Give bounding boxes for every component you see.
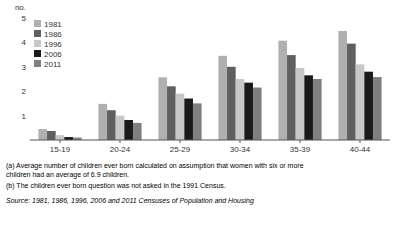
bar — [373, 77, 382, 140]
bar — [184, 99, 193, 140]
bar — [176, 94, 185, 140]
source: Source: 1981, 1986, 1996, 2006 and 2011 … — [6, 197, 254, 205]
bar — [193, 103, 202, 140]
bar — [227, 67, 236, 140]
x-tick-label: 40-44 — [350, 145, 371, 154]
y-tick-label: 5 — [22, 14, 27, 23]
legend-swatch — [34, 40, 41, 47]
bar — [56, 135, 65, 140]
bar — [364, 72, 373, 140]
legend-label: 1986 — [44, 30, 62, 39]
bar — [356, 64, 365, 140]
bar — [124, 120, 133, 140]
bar — [313, 79, 322, 140]
x-tick — [120, 140, 121, 143]
x-tick — [180, 140, 181, 143]
bar — [98, 104, 107, 140]
legend-label: 2011 — [44, 60, 62, 69]
bar — [218, 56, 227, 140]
chart: no. 1 2 3 4 5 15-19 20-24 25-29 30-34 35-39 40-44 19… — [0, 0, 397, 227]
bar — [304, 75, 313, 140]
legend-swatch — [34, 30, 41, 37]
bar — [133, 123, 142, 140]
bar — [338, 31, 347, 140]
x-tick-label: 30-34 — [230, 145, 251, 154]
legend-label: 2006 — [44, 50, 62, 59]
bar — [158, 77, 167, 140]
legend-swatch — [34, 50, 41, 57]
bar — [47, 131, 56, 140]
bar — [244, 83, 253, 140]
bar — [116, 116, 125, 140]
x-tick-label: 35-39 — [290, 145, 311, 154]
y-tick-label: 1 — [22, 112, 27, 121]
y-tick-label: 2 — [22, 87, 27, 96]
legend-label: 1981 — [44, 20, 62, 29]
bar — [296, 68, 305, 140]
bar — [347, 44, 356, 140]
y-axis-label: no. — [15, 3, 26, 12]
bar — [107, 110, 116, 140]
bar — [38, 129, 47, 140]
x-tick-label: 15-19 — [50, 145, 71, 154]
y-tick-label: 3 — [22, 63, 27, 72]
legend-swatch — [34, 60, 41, 67]
x-tick — [300, 140, 301, 143]
y-tick-label: 4 — [22, 38, 27, 47]
bar — [278, 41, 287, 140]
legend: 19811986199620062011 — [34, 20, 62, 69]
bar — [253, 88, 262, 140]
x-tick — [240, 140, 241, 143]
x-axis-line — [30, 140, 390, 141]
legend-swatch — [34, 20, 41, 27]
bar — [287, 55, 296, 140]
bar — [236, 79, 245, 140]
bars — [38, 31, 381, 140]
bar — [167, 86, 176, 140]
legend-label: 1996 — [44, 40, 62, 49]
x-tick — [60, 140, 61, 143]
footnote: (b) The children ever born question was … — [6, 182, 226, 190]
footnote: children had an average of 6.9 children. — [6, 171, 129, 179]
x-tick — [360, 140, 361, 143]
x-tick-label: 20-24 — [110, 145, 131, 154]
x-tick-label: 25-29 — [170, 145, 191, 154]
footnote: (a) Average number of children ever born… — [6, 162, 304, 170]
